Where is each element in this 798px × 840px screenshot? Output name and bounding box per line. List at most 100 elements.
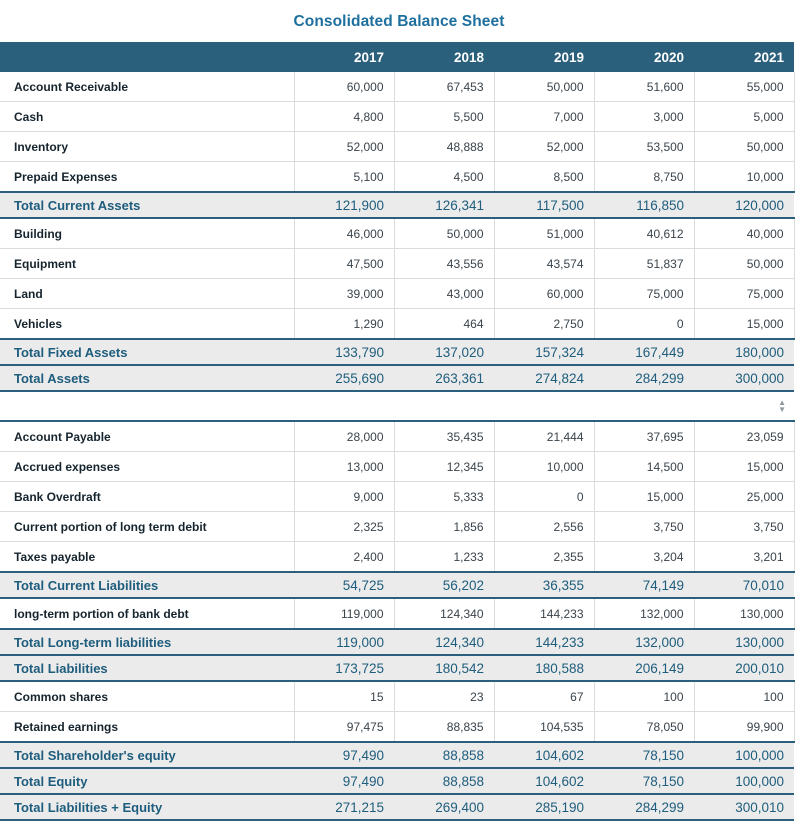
cell-value: 300,000 <box>694 364 794 392</box>
table-row: Equipment 47,500 43,556 43,574 51,837 50… <box>0 248 795 279</box>
cell-value: 3,750 <box>694 511 795 542</box>
row-label: Land <box>0 278 295 309</box>
row-label: Equipment <box>0 248 295 279</box>
scroll-spinner[interactable]: ▲ ▼ <box>778 398 786 414</box>
cell-value: 130,000 <box>694 598 795 630</box>
cell-value: 47,500 <box>294 248 395 279</box>
cell-value: 3,750 <box>594 511 695 542</box>
cell-value: 43,556 <box>394 248 495 279</box>
cell-value: 173,725 <box>294 654 394 682</box>
row-label: Total Current Liabilities <box>0 571 294 599</box>
cell-value: 274,824 <box>494 364 594 392</box>
cell-value: 88,858 <box>394 767 494 795</box>
cell-value: 12,345 <box>394 451 495 482</box>
cell-value: 97,490 <box>294 741 394 769</box>
table-row: Total Assets 255,690 263,361 274,824 284… <box>0 364 794 392</box>
table-header-row: 2017 2018 2019 2020 2021 <box>0 42 794 72</box>
column-header-2018[interactable]: 2018 <box>394 42 494 72</box>
row-label: Account Receivable <box>0 72 295 102</box>
cell-value: 50,000 <box>694 131 795 162</box>
cell-value: 78,150 <box>594 741 694 769</box>
table-row: Inventory 52,000 48,888 52,000 53,500 50… <box>0 131 795 162</box>
row-label: Total Assets <box>0 364 294 392</box>
row-label: Retained earnings <box>0 711 295 743</box>
cell-value: 124,340 <box>394 598 495 630</box>
table-row: Total Long-term liabilities 119,000 124,… <box>0 628 794 656</box>
cell-value: 7,000 <box>494 101 595 132</box>
cell-value: 137,020 <box>394 338 494 366</box>
table-row: Bank Overdraft 9,000 5,333 0 15,000 25,0… <box>0 481 795 512</box>
table-row: Taxes payable 2,400 1,233 2,355 3,204 3,… <box>0 541 795 573</box>
cell-value: 284,299 <box>594 793 694 821</box>
cell-value: 1,856 <box>394 511 495 542</box>
cell-value: 167,449 <box>594 338 694 366</box>
cell-value: 67,453 <box>394 72 495 102</box>
row-label: Account Payable <box>0 420 295 452</box>
row-label: long-term portion of bank debt <box>0 598 295 630</box>
cell-value: 285,190 <box>494 793 594 821</box>
cell-value: 284,299 <box>594 364 694 392</box>
cell-value: 100 <box>694 681 795 712</box>
row-label: Total Fixed Assets <box>0 338 294 366</box>
cell-value: 104,602 <box>494 767 594 795</box>
assets-rows: Account Receivable 60,000 67,453 50,000 … <box>0 72 795 392</box>
cell-value: 99,900 <box>694 711 795 743</box>
table-row: Common shares 15 23 67 100 100 <box>0 681 795 712</box>
cell-value: 130,000 <box>694 628 794 656</box>
scroll-up-icon[interactable]: ▲ <box>778 398 786 407</box>
column-header-2021[interactable]: 2021 <box>694 42 794 72</box>
cell-value: 48,888 <box>394 131 495 162</box>
table-row: Total Current Assets 121,900 126,341 117… <box>0 191 794 219</box>
cell-value: 60,000 <box>494 278 595 309</box>
cell-value: 124,340 <box>394 628 494 656</box>
cell-value: 97,475 <box>294 711 395 743</box>
cell-value: 55,000 <box>694 72 795 102</box>
cell-value: 121,900 <box>294 191 394 219</box>
cell-value: 263,361 <box>394 364 494 392</box>
cell-value: 60,000 <box>294 72 395 102</box>
row-label: Total Shareholder's equity <box>0 741 294 769</box>
cell-value: 104,602 <box>494 741 594 769</box>
cell-value: 51,837 <box>594 248 695 279</box>
cell-value: 119,000 <box>294 628 394 656</box>
cell-value: 10,000 <box>694 161 795 193</box>
row-label: Vehicles <box>0 308 295 340</box>
cell-value: 126,341 <box>394 191 494 219</box>
cell-value: 36,355 <box>494 571 594 599</box>
cell-value: 5,333 <box>394 481 495 512</box>
cell-value: 5,000 <box>694 101 795 132</box>
cell-value: 2,400 <box>294 541 395 573</box>
column-header-2017[interactable]: 2017 <box>294 42 394 72</box>
cell-value: 8,750 <box>594 161 695 193</box>
row-label: Total Equity <box>0 767 294 795</box>
cell-value: 2,325 <box>294 511 395 542</box>
cell-value: 97,490 <box>294 767 394 795</box>
cell-value: 15,000 <box>694 451 795 482</box>
row-label: Cash <box>0 101 295 132</box>
cell-value: 15 <box>294 681 395 712</box>
liabilities-table: Account Payable 28,000 35,435 21,444 37,… <box>0 420 795 821</box>
cell-value: 1,290 <box>294 308 395 340</box>
cell-value: 132,000 <box>594 628 694 656</box>
cell-value: 2,556 <box>494 511 595 542</box>
cell-value: 50,000 <box>694 248 795 279</box>
cell-value: 52,000 <box>494 131 595 162</box>
cell-value: 117,500 <box>494 191 594 219</box>
row-label: Total Liabilities + Equity <box>0 793 294 821</box>
cell-value: 4,500 <box>394 161 495 193</box>
cell-value: 104,535 <box>494 711 595 743</box>
cell-value: 3,000 <box>594 101 695 132</box>
cell-value: 70,010 <box>694 571 794 599</box>
cell-value: 40,000 <box>694 218 795 249</box>
column-header-2020[interactable]: 2020 <box>594 42 694 72</box>
table-row: Total Shareholder's equity 97,490 88,858… <box>0 741 794 769</box>
table-row: Land 39,000 43,000 60,000 75,000 75,000 <box>0 278 795 309</box>
row-label: Total Liabilities <box>0 654 294 682</box>
scroll-down-icon[interactable]: ▼ <box>778 405 786 414</box>
row-label: Common shares <box>0 681 295 712</box>
cell-value: 13,000 <box>294 451 395 482</box>
cell-value: 144,233 <box>494 598 595 630</box>
cell-value: 120,000 <box>694 191 794 219</box>
cell-value: 8,500 <box>494 161 595 193</box>
column-header-2019[interactable]: 2019 <box>494 42 594 72</box>
